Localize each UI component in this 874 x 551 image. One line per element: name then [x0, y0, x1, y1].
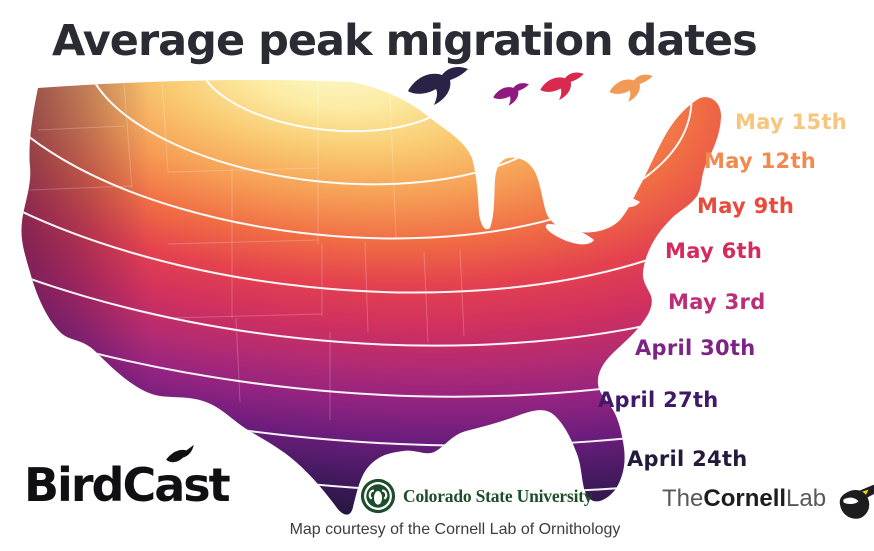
date-label-april-27th: April 27th — [598, 388, 719, 412]
csu-logo: Colorado State University — [360, 478, 593, 514]
birdcast-wordmark: BirdCast — [24, 458, 231, 512]
state-borders — [29, 80, 465, 420]
cornell-name: Cornell — [703, 485, 787, 512]
date-label-may-9th: May 9th — [697, 194, 795, 218]
csu-wordmark: Colorado State University — [403, 485, 593, 506]
cornell-the: The — [662, 485, 704, 512]
csu-ram-icon — [360, 478, 396, 514]
cornell-lab-logo: The Cornell Lab — [662, 484, 874, 520]
page-title: Average peak migration dates — [52, 16, 758, 66]
bird-silhouette-icon — [493, 83, 529, 106]
date-label-may-15th: May 15th — [735, 110, 848, 134]
birdcast-bird-icon — [166, 444, 194, 463]
bird-silhouette-icon — [408, 67, 468, 105]
caption: Map courtesy of the Cornell Lab of Ornit… — [289, 521, 621, 538]
date-label-april-24th: April 24th — [627, 447, 748, 471]
bird-silhouette-icon — [540, 72, 584, 101]
date-label-may-3rd: May 3rd — [668, 290, 766, 314]
lake-ontario — [597, 194, 640, 208]
cornell-lab: Lab — [786, 485, 827, 512]
date-label-may-12th: May 12th — [704, 149, 817, 173]
cornell-sapsucker-icon — [839, 484, 874, 519]
date-label-april-30th: April 30th — [635, 336, 756, 360]
lake-erie — [545, 224, 594, 245]
bird-silhouette-icon — [609, 74, 653, 102]
date-label-may-6th: May 6th — [665, 239, 763, 263]
